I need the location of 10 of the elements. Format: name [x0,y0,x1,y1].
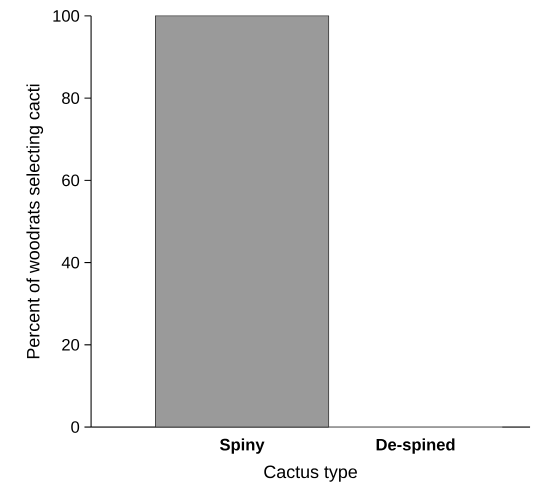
y-tick-label: 20 [62,339,80,351]
y-axis-title: Percent of woodrats selecting cacti [26,84,44,358]
y-tick-label: 40 [62,256,80,269]
x-tick-label: Spiny [220,438,264,454]
x-axis-title: Cactus type [264,466,357,482]
x-tick-label: De-spined [376,438,454,454]
y-tick-label: 80 [62,92,80,104]
y-tick-label: 100 [53,10,80,22]
y-tick-label: 0 [71,421,80,434]
y-tick-label: 60 [62,174,80,186]
